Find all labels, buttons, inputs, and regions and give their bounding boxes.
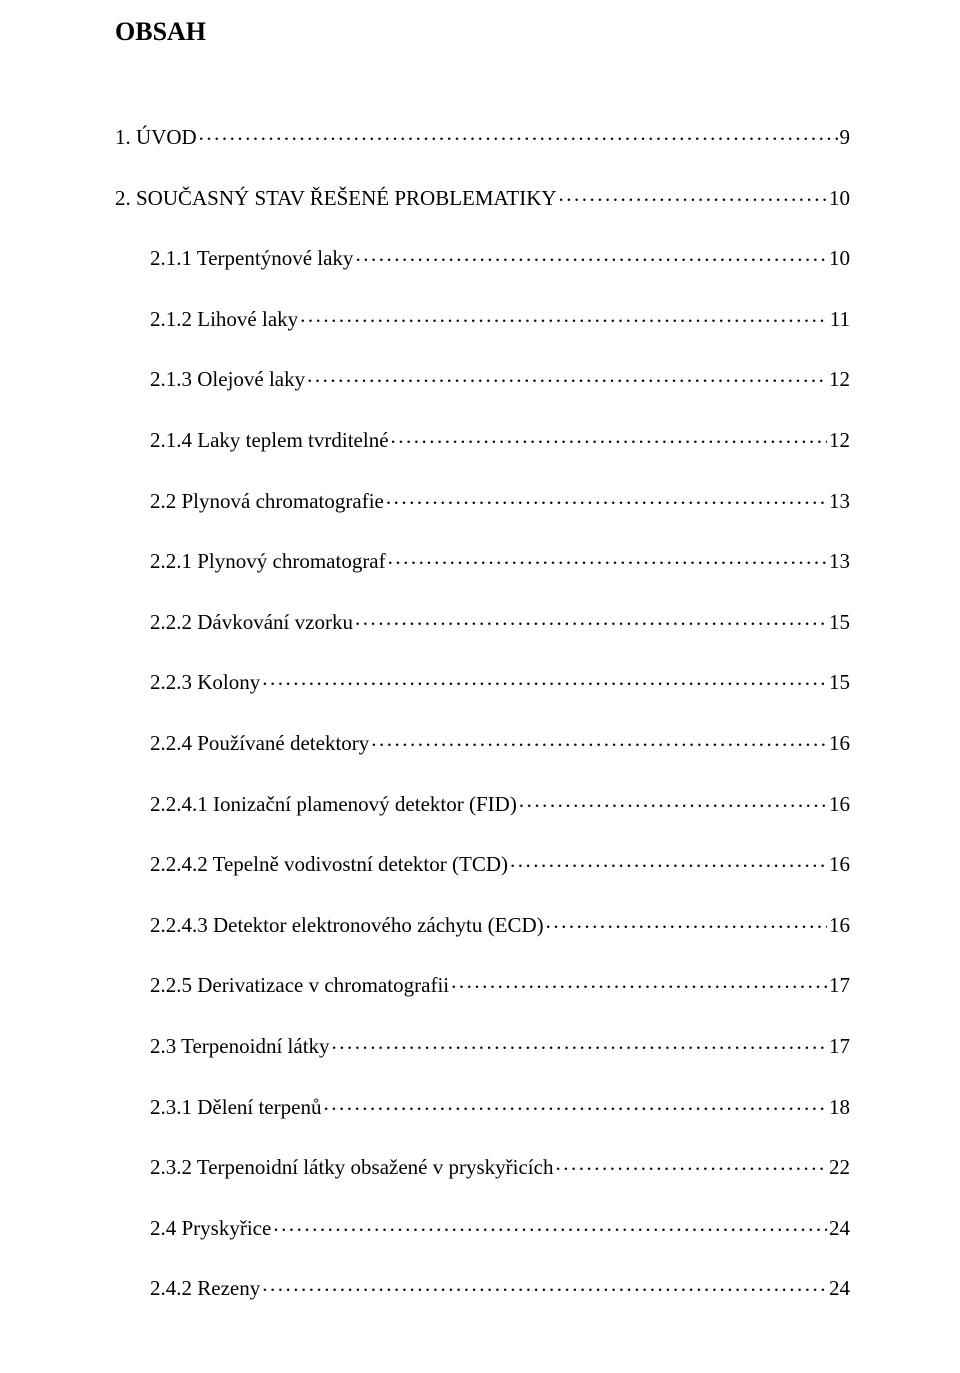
toc-entry-page: 22 [829,1152,850,1184]
toc-entry-page: 16 [829,910,850,942]
toc-entry-page: 13 [829,546,850,578]
toc-entry-page: 16 [829,789,850,821]
toc-dot-leader [323,1091,827,1114]
toc-entry-label: 2.3.1 Dělení terpenů [150,1092,321,1124]
toc-dot-leader [199,121,838,144]
toc-dot-leader [262,666,827,689]
toc-entry-page: 16 [829,728,850,760]
toc-row: 2.2.5 Derivatizace v chromatografii 17 [150,969,850,1002]
toc-entry-label: 2.4 Pryskyřice [150,1213,271,1245]
toc-row: 2.2.1 Plynový chromatograf 13 [150,545,850,578]
toc-entry-label: 2.1.2 Lihové laky [150,304,298,336]
toc-row: 2.4 Pryskyřice 24 [150,1212,850,1245]
toc-row: 2.2 Plynová chromatografie 13 [150,485,850,518]
toc-entry-page: 15 [829,667,850,699]
toc-row: 2.1.2 Lihové laky 11 [150,303,850,336]
toc-entry-page: 10 [829,243,850,275]
toc-entry-label: 2.1.1 Terpentýnové laky [150,243,353,275]
toc-entry-label: 2.3.2 Terpenoidní látky obsažené v prysk… [150,1152,553,1184]
toc-dot-leader [451,969,827,992]
toc-entry-page: 15 [829,607,850,639]
toc-entry-label: 2.2.2 Dávkování vzorku [150,607,353,639]
toc-dot-leader [546,909,827,932]
page-title: OBSAH [115,12,850,51]
toc-entry-page: 12 [829,364,850,396]
toc-entry-page: 9 [840,122,851,154]
table-of-contents: 1. ÚVOD 9 2. SOUČASNÝ STAV ŘEŠENÉ PROBLEMA… [115,121,850,1305]
toc-row: 2.4.2 Rezeny 24 [150,1272,850,1305]
toc-entry-label: 2.2.5 Derivatizace v chromatografii [150,970,449,1002]
toc-entry-page: 18 [829,1092,850,1124]
toc-row: 2.1.4 Laky teplem tvrditelné 12 [150,424,850,457]
toc-dot-leader [307,363,827,386]
toc-entry-label: 2. SOUČASNÝ STAV ŘEŠENÉ PROBLEMATIKY [115,183,557,215]
toc-row: 2. SOUČASNÝ STAV ŘEŠENÉ PROBLEMATIKY 10 [115,182,850,215]
toc-dot-leader [391,424,827,447]
toc-entry-page: 17 [829,970,850,1002]
toc-dot-leader [371,727,827,750]
toc-entry-label: 2.2.4 Používané detektory [150,728,369,760]
toc-entry-label: 2.1.3 Olejové laky [150,364,305,396]
toc-entry-label: 2.2.4.3 Detektor elektronového záchytu (… [150,910,544,942]
toc-row: 2.2.4 Používané detektory 16 [150,727,850,760]
toc-dot-leader [355,606,827,629]
toc-dot-leader [332,1030,827,1053]
toc-row: 2.2.4.3 Detektor elektronového záchytu (… [150,909,850,942]
toc-dot-leader [262,1272,827,1295]
toc-row: 2.2.4.1 Ionizační plamenový detektor (FI… [150,788,850,821]
toc-dot-leader [555,1151,827,1174]
toc-dot-leader [519,788,827,811]
toc-entry-label: 2.2.4.2 Tepelně vodivostní detektor (TCD… [150,849,508,881]
toc-entry-page: 24 [829,1213,850,1245]
toc-entry-label: 2.2.3 Kolony [150,667,260,699]
toc-entry-label: 2.2.1 Plynový chromatograf [150,546,386,578]
toc-entry-page: 12 [829,425,850,457]
toc-dot-leader [388,545,827,568]
toc-row: 2.3.2 Terpenoidní látky obsažené v prysk… [150,1151,850,1184]
toc-row: 2.1.1 Terpentýnové laky 10 [150,242,850,275]
toc-row: 1. ÚVOD 9 [115,121,850,154]
toc-row: 2.2.4.2 Tepelně vodivostní detektor (TCD… [150,848,850,881]
toc-entry-label: 2.1.4 Laky teplem tvrditelné [150,425,389,457]
toc-entry-page: 16 [829,849,850,881]
toc-entry-page: 13 [829,486,850,518]
toc-entry-label: 1. ÚVOD [115,122,197,154]
toc-row: 2.1.3 Olejové laky 12 [150,363,850,396]
toc-row: 2.3.1 Dělení terpenů 18 [150,1091,850,1124]
toc-entry-label: 2.4.2 Rezeny [150,1273,260,1305]
toc-entry-page: 10 [829,183,850,215]
toc-entry-page: 11 [830,304,850,336]
toc-row: 2.3 Terpenoidní látky 17 [150,1030,850,1063]
toc-dot-leader [273,1212,827,1235]
toc-entry-page: 17 [829,1031,850,1063]
toc-entry-label: 2.2 Plynová chromatografie [150,486,384,518]
toc-entry-label: 2.3 Terpenoidní látky [150,1031,330,1063]
toc-row: 2.2.3 Kolony 15 [150,666,850,699]
toc-entry-label: 2.2.4.1 Ionizační plamenový detektor (FI… [150,789,517,821]
toc-row: 2.2.2 Dávkování vzorku 15 [150,606,850,639]
toc-dot-leader [559,182,827,205]
toc-dot-leader [510,848,827,871]
toc-entry-page: 24 [829,1273,850,1305]
toc-dot-leader [300,303,828,326]
toc-dot-leader [386,485,827,508]
toc-dot-leader [355,242,827,265]
